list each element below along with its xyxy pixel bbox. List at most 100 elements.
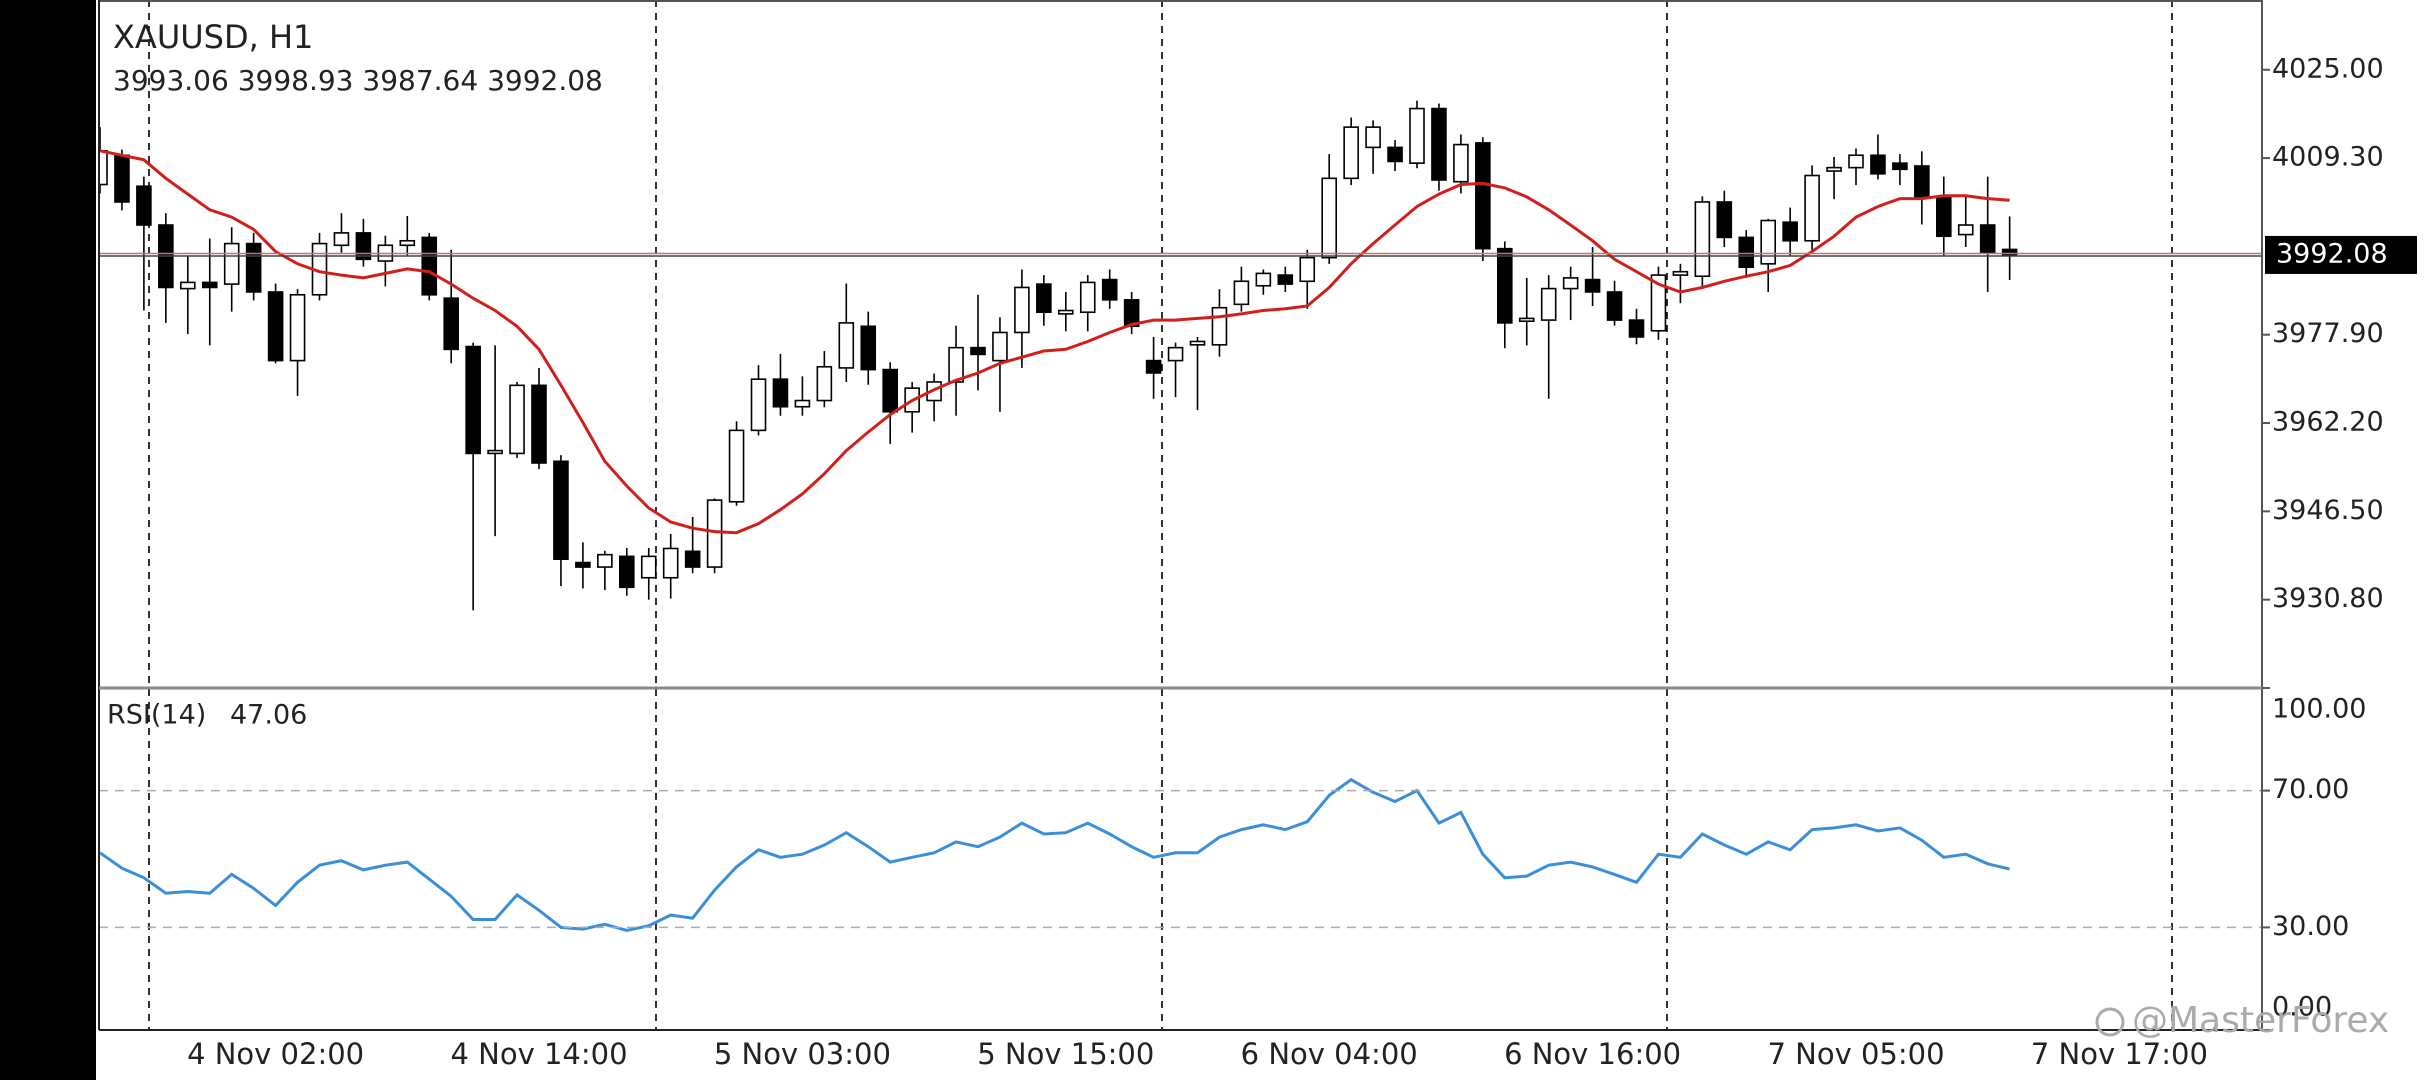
candle-body: [1760, 219, 1776, 265]
candle-body: [728, 429, 745, 503]
candle-body: [618, 555, 635, 589]
price-box: [2265, 235, 2417, 274]
watermark-text: @MasterForex: [2132, 1000, 2389, 1041]
y-tick-label: 30.00: [2272, 911, 2349, 942]
candle-body: [487, 449, 503, 455]
candle-body: [684, 550, 701, 568]
candle-body: [333, 232, 350, 247]
candle-body: [1826, 166, 1842, 172]
candle-body: [1628, 319, 1645, 338]
price-label: 3992.08: [2276, 238, 2388, 269]
x-tick-label: 5 Nov 03:00: [714, 1037, 891, 1071]
rsi-title: RSI(14): [107, 700, 206, 731]
candle-body: [1738, 236, 1755, 269]
frame: [98, 0, 2263, 1031]
candle-body: [1870, 154, 1886, 175]
candle-body: [794, 399, 811, 408]
candle-body: [443, 297, 460, 351]
candle-body: [1343, 126, 1359, 180]
candle-body: [1540, 287, 1557, 321]
candle-body: [531, 384, 547, 464]
ohlc-label: 3993.06 3998.93 3987.64 3992.08: [113, 64, 603, 97]
candle-body: [1299, 256, 1316, 283]
candle-body: [1716, 201, 1733, 239]
candle-body: [223, 242, 240, 285]
candle-body: [1079, 281, 1096, 314]
candle-body: [465, 345, 481, 455]
candle-body: [1036, 283, 1052, 314]
candle-body: [772, 378, 789, 408]
y-tick-label: 3977.90: [2272, 318, 2384, 349]
candle-body: [1365, 126, 1381, 149]
rsi-current: 47.06: [230, 700, 307, 731]
x-tick-label: 6 Nov 04:00: [1241, 1037, 1418, 1071]
candle-body: [421, 236, 438, 296]
y-tick-label: 0.00: [2272, 992, 2332, 1023]
candle-body: [1497, 247, 1513, 324]
candle-body: [180, 281, 196, 290]
left-bar: [0, 0, 96, 1080]
candle-body: [706, 499, 723, 568]
candle-body: [136, 185, 152, 226]
candle-body: [1387, 146, 1403, 163]
rsi-panel: [99, 777, 2010, 933]
candle-body: [289, 293, 306, 362]
candle-body: [1255, 272, 1272, 287]
candle-body: [1123, 299, 1140, 328]
candle-body: [1431, 107, 1447, 181]
candle-body: [1650, 274, 1667, 332]
candle-body: [575, 561, 591, 568]
candle-body: [816, 365, 833, 402]
candle-body: [597, 553, 613, 568]
candle-body: [553, 460, 569, 560]
candle-body: [1211, 306, 1228, 346]
candle-body: [1782, 221, 1798, 242]
candle-body: [1189, 340, 1206, 346]
candle-body: [1562, 277, 1579, 290]
candle-body: [1277, 274, 1294, 285]
candle-body: [2001, 248, 2018, 256]
rsi-line: [99, 777, 2010, 933]
candle-body: [114, 154, 130, 203]
candle-body: [1101, 278, 1118, 301]
y-tick-label: 4025.00: [2272, 53, 2384, 84]
candle-body: [1804, 174, 1820, 242]
moving-average: [99, 149, 2010, 535]
candle-body: [1584, 278, 1601, 293]
candle-panel: [99, 100, 2262, 611]
candle-body: [399, 239, 416, 247]
x-tick-label: 6 Nov 16:00: [1504, 1037, 1681, 1071]
candle-body: [1936, 196, 1952, 238]
y-tick-label: 3946.50: [2272, 495, 2384, 526]
candle-body: [1167, 346, 1184, 362]
candle-body: [245, 242, 262, 293]
candle-body: [992, 331, 1008, 362]
candle-body: [1672, 270, 1689, 276]
y-tick-label: 70.00: [2272, 774, 2349, 805]
chart-title: XAUUSD, H1: [113, 18, 313, 56]
candle-body: [1321, 177, 1337, 259]
x-tick-label: 7 Nov 05:00: [1767, 1037, 1944, 1071]
candle-body: [1892, 162, 1908, 171]
watermark-icon: [2095, 1007, 2125, 1037]
candle-body: [1409, 107, 1425, 164]
y-tick-label: 100.00: [2272, 694, 2366, 725]
candle-body: [1475, 142, 1491, 250]
candle-body: [1979, 224, 1996, 254]
candle-body: [1694, 201, 1711, 278]
candle-body: [1233, 280, 1250, 306]
candle-body: [1606, 291, 1623, 321]
x-tick-label: 4 Nov 02:00: [187, 1037, 364, 1071]
y-tick-label: 4009.30: [2272, 142, 2384, 173]
plot-layer: 4025.00 4009.30 3977.90 3962.20 3946.50 3930.…: [99, 53, 2417, 1071]
x-tick-label: 4 Nov 14:00: [450, 1037, 627, 1071]
candle-body: [267, 291, 284, 362]
candle-body: [640, 555, 657, 579]
day-separators: [148, 0, 2173, 1030]
y-tick-label: 3930.80: [2272, 583, 2384, 614]
y-tick-label: 3962.20: [2272, 407, 2384, 438]
candle-body: [201, 281, 218, 289]
candle-body: [970, 346, 986, 356]
